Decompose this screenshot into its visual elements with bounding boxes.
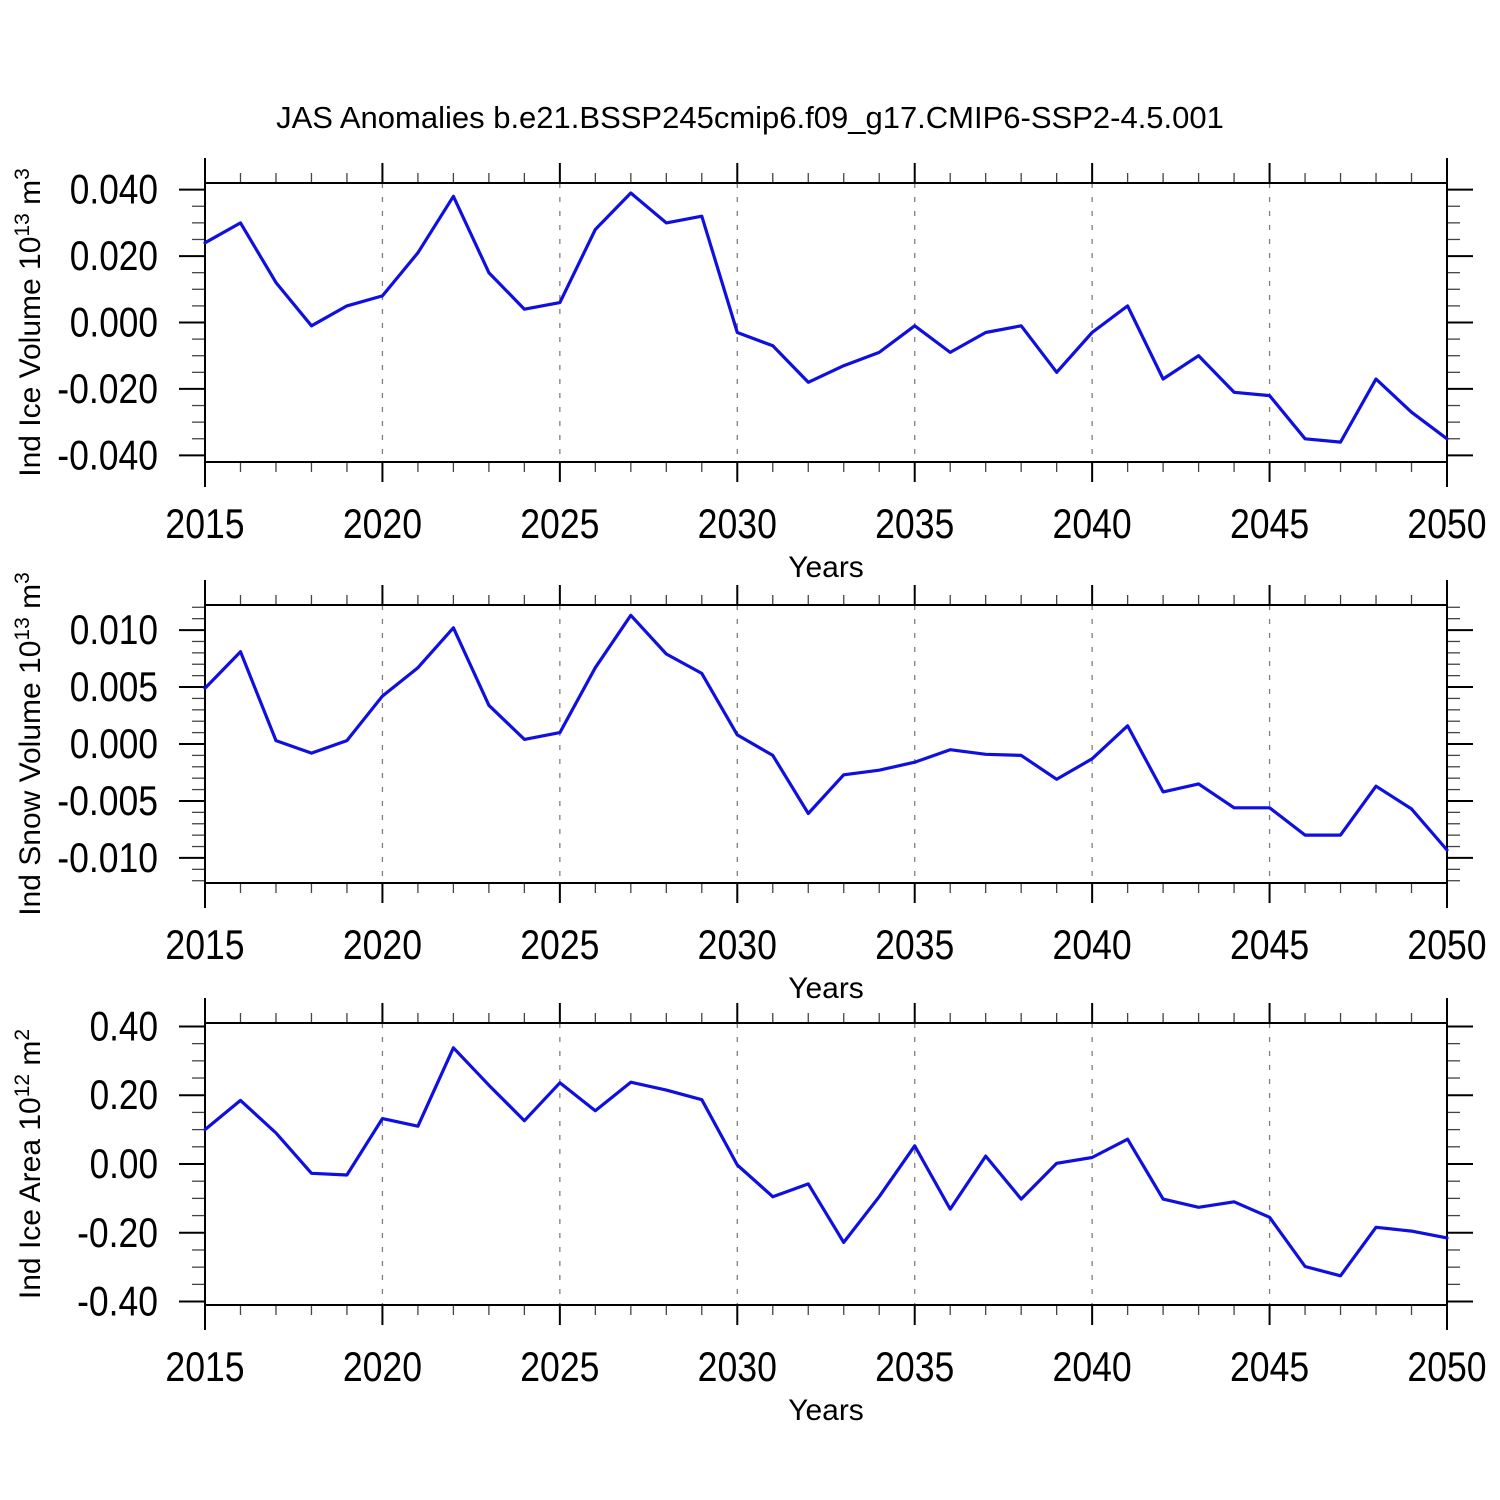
x-tick-label: 2030 <box>698 500 777 547</box>
figure-title: JAS Anomalies b.e21.BSSP245cmip6.f09_g17… <box>276 100 1224 135</box>
x-tick-label: 2045 <box>1230 921 1309 968</box>
x-tick-label: 2045 <box>1230 1343 1309 1390</box>
y-axis-title: Ind Snow Volume 1013 m3 <box>11 572 47 916</box>
x-tick-label: 2020 <box>343 500 422 547</box>
y-tick-label: 0.040 <box>70 166 158 213</box>
series-line <box>203 1046 1449 1278</box>
x-tick-label: 2025 <box>520 1343 599 1390</box>
x-tick-label: 2015 <box>165 1343 244 1390</box>
y-tick-label: 0.20 <box>90 1071 158 1118</box>
y-tick-label: 0.00 <box>90 1140 158 1187</box>
y-tick-label: -0.010 <box>57 834 158 881</box>
x-axis-title: Years <box>788 551 864 584</box>
y-tick-label: -0.005 <box>57 777 158 824</box>
y-axis-title: Ind Ice Area 1012 m2 <box>11 1029 47 1299</box>
x-tick-label: 2020 <box>343 1343 422 1390</box>
x-tick-label: 2035 <box>875 921 954 968</box>
x-tick-label: 2030 <box>698 1343 777 1390</box>
y-tick-label: 0.000 <box>70 720 158 767</box>
x-tick-label: 2050 <box>1407 921 1486 968</box>
y-tick-label: 0.000 <box>70 299 158 346</box>
series-line <box>203 191 1449 444</box>
y-tick-label: 0.005 <box>70 663 158 710</box>
x-tick-label: 2050 <box>1407 500 1486 547</box>
x-axis-title: Years <box>788 972 864 1005</box>
plot-frame <box>204 182 1448 463</box>
y-tick-label: 0.020 <box>70 232 158 279</box>
x-tick-label: 2015 <box>165 921 244 968</box>
y-tick-label: -0.40 <box>77 1278 158 1325</box>
series-line <box>203 613 1449 852</box>
y-tick-label: -0.020 <box>57 365 158 412</box>
x-tick-label: 2025 <box>520 500 599 547</box>
y-tick-label: -0.20 <box>77 1209 158 1256</box>
y-tick-label: -0.040 <box>57 431 158 478</box>
x-tick-label: 2035 <box>875 500 954 547</box>
x-tick-label: 2025 <box>520 921 599 968</box>
x-axis-title: Years <box>788 1394 864 1427</box>
plot-frame <box>204 1022 1448 1306</box>
y-axis-title: Ind Ice Volume 1013 m3 <box>11 168 47 477</box>
x-tick-label: 2045 <box>1230 500 1309 547</box>
x-tick-label: 2040 <box>1053 500 1132 547</box>
plot-frame <box>204 604 1448 884</box>
x-tick-label: 2040 <box>1053 1343 1132 1390</box>
x-tick-label: 2040 <box>1053 921 1132 968</box>
x-tick-label: 2050 <box>1407 1343 1486 1390</box>
y-tick-label: 0.010 <box>70 606 158 653</box>
x-tick-label: 2030 <box>698 921 777 968</box>
x-tick-label: 2015 <box>165 500 244 547</box>
y-tick-label: 0.40 <box>90 1002 158 1049</box>
x-tick-label: 2035 <box>875 1343 954 1390</box>
x-tick-label: 2020 <box>343 921 422 968</box>
